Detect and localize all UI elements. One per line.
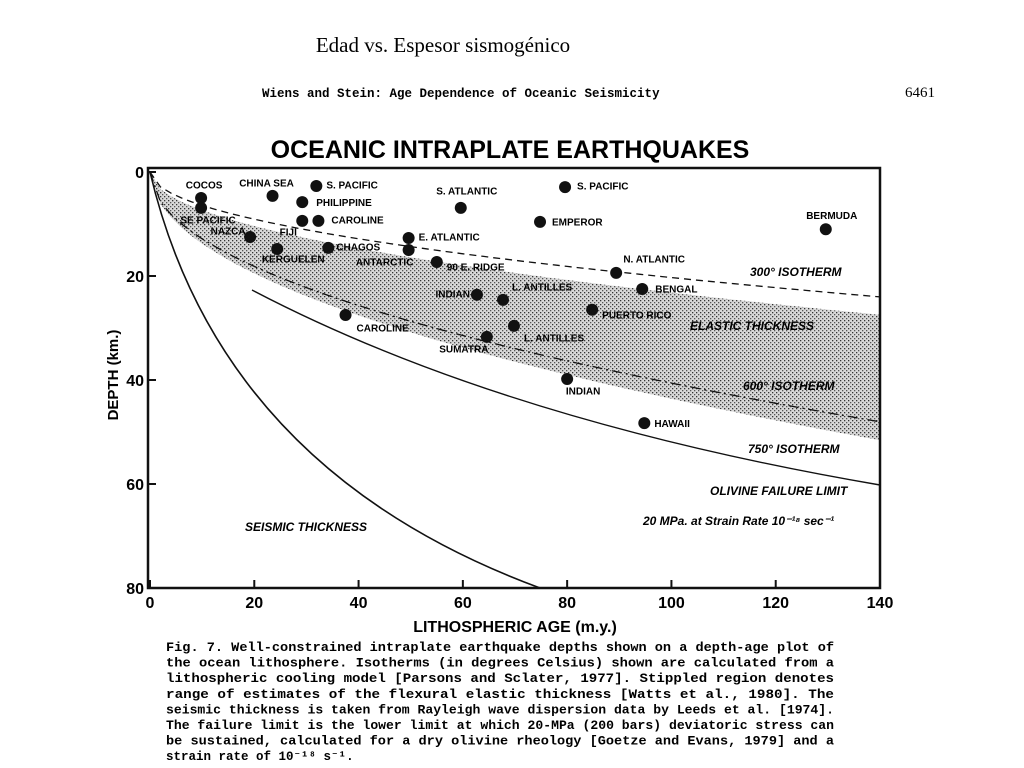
point-label: INDIAN: [435, 289, 469, 300]
earthquake-point: [430, 255, 443, 268]
earthquake-point: [296, 214, 309, 227]
y-tick-label: 60: [126, 477, 144, 494]
caption-line: Fig. 7. Well-constrained intraplate eart…: [166, 641, 834, 655]
earthquake-point: [636, 283, 649, 295]
curve-label: ELASTIC THICKNESS: [690, 319, 814, 333]
earthquake-point: [586, 303, 599, 316]
x-tick-label: 60: [454, 595, 472, 612]
curve-label: 20 MPa. at Strain Rate 10⁻¹⁸ sec⁻¹: [642, 514, 834, 528]
caption-line: The failure limit is the lower limit at …: [166, 719, 834, 733]
y-tick-label: 0: [135, 165, 144, 182]
point-label: L. ANTILLES: [524, 334, 585, 345]
point-label: FIJI: [280, 228, 297, 239]
point-label: S. ATLANTIC: [436, 187, 497, 198]
curve-label: 600° ISOTHERM: [743, 379, 835, 393]
earthquake-point: [310, 180, 323, 193]
x-tick-label: 40: [350, 595, 368, 612]
page-number: 6461: [905, 85, 935, 101]
earthquake-point: [271, 242, 284, 255]
chart-title: OCEANIC INTRAPLATE EARTHQUAKES: [271, 136, 750, 164]
caption-line: lithospheric cooling model [Parsons and …: [166, 672, 834, 686]
caption-line: be sustained, calculated for a dry olivi…: [166, 735, 835, 749]
point-label: BENGAL: [655, 285, 697, 296]
earthquake-point: [507, 319, 520, 332]
caption-line: seismic thickness is taken from Rayleigh…: [166, 703, 834, 717]
point-label: L. ANTILLES: [512, 283, 573, 294]
point-label: 90 E. RIDGE: [447, 263, 505, 274]
caption-line: strain rate of 10⁻¹⁸ s⁻¹.: [166, 750, 354, 764]
earthquake-point: [322, 241, 335, 254]
point-label: S. PACIFIC: [577, 182, 628, 193]
earthquake-point: [534, 215, 547, 228]
stippled-band: [150, 172, 880, 441]
isotherm-300: [149, 171, 881, 298]
caption: Fig. 7. Well-constrained intraplate eart…: [166, 641, 835, 764]
earthquake-point: [402, 244, 415, 256]
x-tick-label: 120: [762, 595, 789, 612]
earthquake-point: [296, 196, 309, 209]
point-label: CHINA SEA: [239, 179, 294, 190]
y-tick-label: 80: [126, 581, 144, 598]
x-tick-label: 20: [245, 595, 263, 612]
x-tick-label: 100: [658, 595, 685, 612]
point-label: CAROLINE: [357, 324, 410, 335]
earthquake-point: [339, 309, 352, 321]
seismic-thickness: [149, 171, 541, 589]
x-axis-label: LITHOSPHERIC AGE (m.y.): [413, 619, 617, 636]
plot-frame: [146, 166, 882, 590]
slide-title: Edad vs. Espesor sismogénico: [316, 33, 570, 57]
point-label: HAWAII: [654, 419, 690, 430]
curve-label: OLIVINE FAILURE LIMIT: [710, 484, 849, 498]
point-label: KERGUELEN: [262, 255, 325, 266]
x-tick-label: 80: [558, 595, 576, 612]
y-tick-label: 40: [126, 373, 144, 390]
curve-label: 750° ISOTHERM: [748, 442, 840, 456]
point-label: PHILIPPINE: [316, 198, 372, 209]
earthquake-point: [497, 293, 510, 306]
point-label: PUERTO RICO: [602, 310, 671, 321]
point-label: SE PACIFIC: [180, 216, 235, 227]
earthquake-point: [610, 266, 623, 279]
curve-label: SEISMIC THICKNESS: [245, 520, 367, 534]
x-tick-label: 140: [867, 595, 894, 612]
earthquake-point: [195, 192, 208, 204]
x-tick-label: 0: [146, 595, 155, 612]
point-label: COCOS: [186, 181, 223, 192]
earthquake-point: [244, 231, 257, 243]
earthquake-point: [559, 181, 572, 194]
point-label: CAROLINE: [331, 216, 384, 227]
failure-limit: [251, 289, 881, 486]
paper-header: Wiens and Stein: Age Dependence of Ocean…: [262, 87, 660, 101]
earthquake-point: [638, 417, 651, 430]
earthquake-point: [266, 189, 279, 202]
earthquake-point: [402, 232, 415, 245]
earthquake-point: [561, 372, 574, 385]
point-label: ANTARCTIC: [356, 258, 414, 269]
caption-line: range of estimates of the flexural elast…: [166, 688, 834, 702]
point-label: CHAGOS: [336, 243, 380, 254]
earthquake-point: [312, 214, 325, 227]
point-label: S. PACIFIC: [326, 181, 377, 192]
point-label: EMPEROR: [552, 218, 603, 229]
point-label: E. ATLANTIC: [419, 233, 480, 244]
point-label: NAZCA: [211, 227, 246, 238]
earthquake-point: [470, 288, 483, 301]
point-label: N. ATLANTIC: [623, 255, 685, 266]
isotherm-600: [149, 171, 881, 423]
earthquake-point: [480, 330, 493, 343]
y-tick-label: 20: [126, 269, 144, 286]
curve-label: 300° ISOTHERM: [750, 265, 842, 279]
point-label: INDIAN: [566, 387, 600, 398]
caption-line: the ocean lithosphere. Isotherms (in deg…: [166, 657, 835, 671]
plot-area: 0 20 40 60 80 100 120 140 0 20 40 60 80 COCOS SE PACIF…: [126, 165, 893, 612]
y-axis-label: DEPTH (km.): [105, 330, 122, 421]
earthquake-point: [454, 201, 467, 214]
point-label: BERMUDA: [806, 211, 857, 222]
earthquake-point: [819, 223, 832, 236]
point-label: SUMATRA: [439, 344, 488, 355]
earthquake-point: [195, 201, 208, 214]
